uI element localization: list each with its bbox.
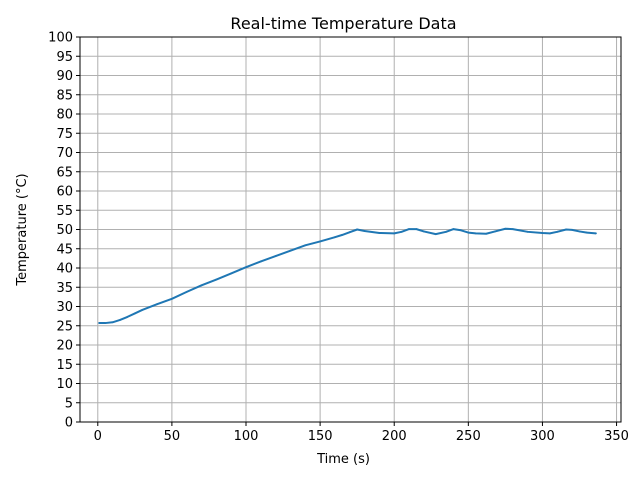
data-point [348, 231, 351, 234]
data-point [548, 232, 551, 235]
series-group [98, 227, 597, 325]
data-point [578, 230, 581, 233]
data-point [594, 232, 597, 235]
data-point [452, 228, 455, 231]
data-point [259, 260, 262, 263]
y-tick-label: 70 [56, 146, 73, 161]
data-point [274, 255, 277, 257]
data-point [378, 232, 381, 234]
y-tick-label: 10 [56, 377, 73, 392]
y-tick-label: 35 [56, 281, 73, 296]
data-point [341, 233, 344, 236]
data-point [460, 229, 462, 232]
y-axis-title: Temperature (°C) [15, 173, 30, 286]
data-point [422, 230, 425, 233]
y-tick-label: 15 [56, 358, 73, 373]
x-tick-label: 350 [604, 429, 629, 444]
data-point [334, 236, 336, 239]
y-tick-label: 60 [56, 185, 73, 200]
data-point [170, 297, 173, 300]
y-tick-label: 0 [65, 416, 73, 431]
x-tick-label: 200 [382, 429, 407, 444]
data-point [571, 228, 573, 231]
data-point [434, 233, 437, 236]
x-axis-title: Time (s) [316, 452, 370, 467]
y-tick-label: 55 [56, 204, 73, 219]
y-tick-label: 45 [56, 242, 73, 257]
y-tick-label: 85 [56, 88, 73, 103]
data-point [474, 232, 477, 235]
data-point [485, 232, 488, 235]
x-tick-label: 250 [456, 429, 481, 444]
axis-ticks: 0 50 100 150 200 250 300 350 0 5 10 15 20 25 30 35 40 45 5… [48, 31, 629, 445]
data-point [304, 244, 307, 247]
x-tick-label: 50 [164, 429, 181, 444]
chart-title: Real-time Temperature Data [230, 14, 456, 33]
data-point [104, 322, 107, 324]
data-point [119, 319, 121, 321]
y-tick-label: 100 [48, 31, 73, 46]
data-point [319, 240, 322, 243]
data-point [400, 230, 403, 233]
data-point [356, 228, 359, 231]
y-tick-label: 40 [56, 262, 73, 277]
data-point [133, 312, 136, 315]
data-point [98, 322, 101, 324]
data-point [393, 232, 396, 235]
x-tick-label: 0 [94, 429, 102, 444]
x-tick-label: 100 [234, 429, 259, 444]
y-tick-label: 75 [56, 127, 73, 142]
data-point [504, 227, 507, 230]
plot-frame [79, 36, 622, 423]
data-point [141, 309, 144, 311]
data-point [111, 321, 114, 324]
data-point [511, 228, 514, 231]
y-tick-label: 95 [56, 50, 73, 65]
data-point [363, 230, 366, 232]
y-tick-label: 5 [65, 396, 73, 411]
data-point [245, 266, 247, 269]
data-point [185, 290, 188, 293]
data-point [565, 228, 568, 231]
data-point [408, 228, 410, 231]
data-point [445, 230, 448, 233]
data-point [126, 315, 129, 318]
data-point [156, 303, 158, 306]
data-point [541, 232, 544, 234]
y-tick-label: 65 [56, 165, 73, 180]
data-point [415, 228, 418, 231]
data-point [215, 278, 218, 281]
y-tick-label: 50 [56, 223, 73, 238]
data-point [200, 284, 203, 287]
data-point [289, 249, 292, 252]
data-point [586, 231, 588, 234]
data-point [526, 230, 529, 233]
data-point [556, 230, 559, 233]
data-point [230, 272, 233, 275]
y-tick-label: 30 [56, 300, 73, 315]
x-tick-label: 150 [308, 429, 333, 444]
y-tick-label: 80 [56, 108, 73, 123]
data-point [467, 231, 470, 234]
y-tick-label: 90 [56, 69, 73, 84]
data-point [494, 230, 496, 233]
y-tick-label: 20 [56, 339, 73, 354]
y-tick-label: 25 [56, 319, 73, 334]
x-tick-label: 300 [530, 429, 555, 444]
grid-lines [80, 36, 621, 423]
